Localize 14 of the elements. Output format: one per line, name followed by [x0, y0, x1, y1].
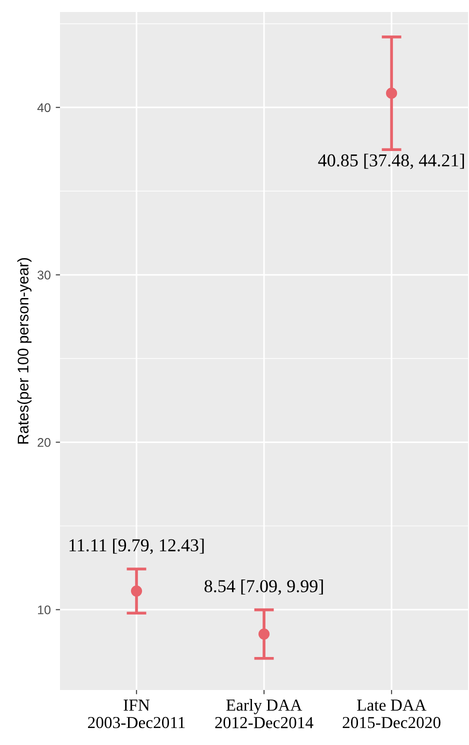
y-tick-label: 20	[38, 438, 50, 447]
y-tick-label: 40	[37, 103, 50, 112]
x-tick-label: IFN 2003-Dec2011	[88, 700, 185, 728]
point	[258, 628, 270, 640]
data-label: 11.11 [9.79, 12.43]	[70, 538, 204, 554]
y-axis-title: Rates(per 100 person-year)	[17, 258, 32, 444]
x-tick-label: Early DAA 2012-Dec2014	[215, 699, 314, 728]
x-tick-label: Late DAA 2015-Dec2020	[342, 700, 440, 728]
data-label: 8.54 [7.09, 9.99]	[204, 580, 323, 595]
point	[386, 88, 398, 99]
point	[130, 586, 142, 597]
y-tick-label: 30	[38, 270, 50, 280]
data-label: 40.85 [37.48, 44.21]	[318, 154, 464, 170]
y-tick-label: 10	[38, 605, 50, 614]
